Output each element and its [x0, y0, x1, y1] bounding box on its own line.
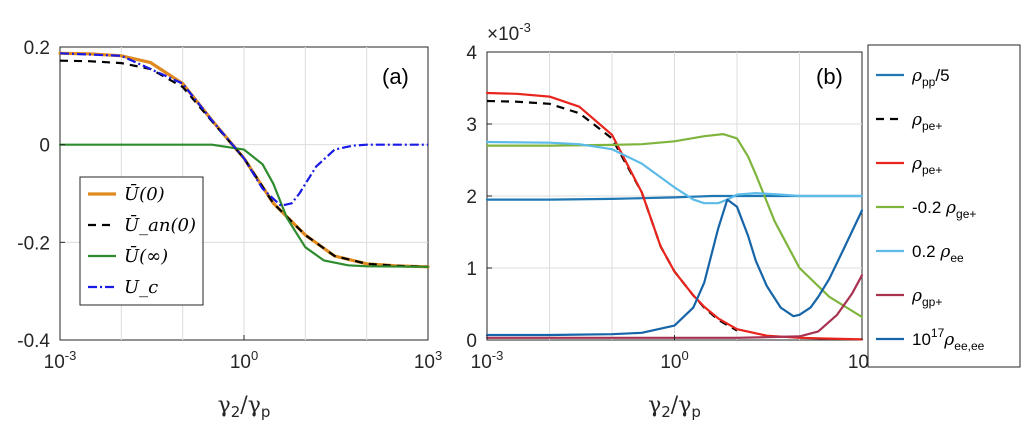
panel-b-y-multiplier: ×10-3 [487, 20, 531, 45]
x-axis-label: γ2/γp [648, 393, 701, 421]
series-line-a-3 [59, 52, 428, 207]
legend-entry-label: ρpe+ [911, 110, 942, 133]
panel-b-xlabel: γ2/γp [648, 393, 701, 421]
panel-a-ticks: 0.2 0 -0.2 -0.410-3 100 103 [17, 38, 442, 373]
panel-a-series [58, 51, 430, 269]
panel-a: 0.2 0 -0.2 -0.410-3 100 103 (a) γ2/γp Ū(0) Ū_a… [17, 38, 442, 421]
panel-a-label: (a) [382, 64, 409, 89]
series-line-b-4 [485, 140, 864, 205]
panel-b-series [485, 91, 864, 341]
y-tick-label: 3 [466, 115, 477, 136]
y-tick-label: -0.4 [17, 331, 50, 352]
legend-entry-label: 1017ρee,ee [912, 326, 985, 353]
legend-entry-label: -0.2 ρge+ [912, 198, 976, 221]
y-tick-label: -0.2 [17, 233, 50, 254]
legend-entry-label: ρpe+ [911, 154, 942, 177]
y-tick-label: 1 [466, 259, 477, 280]
y-tick-label: 4 [466, 43, 477, 64]
legend-entry-label: ρpp/5 [911, 66, 950, 89]
x-tick-label: 10-3 [44, 348, 77, 373]
legend-entry-label: 0.2 ρee [912, 242, 964, 265]
x-tick-label: 10-3 [471, 348, 504, 373]
y-tick-label: 0 [466, 331, 477, 352]
legend-box [79, 176, 204, 306]
panel-b-legend: ρpp/5 ρpe+ ρpe+ -0.2 ρge+ 0.2 ρee ρgp+ 1017ρee… [867, 44, 1021, 368]
series-line-b-0 [485, 194, 864, 201]
panel-a-legend: Ū(0) Ū_an(0) Ū(∞) U_c [79, 176, 204, 306]
y-tick-label: 0.2 [24, 38, 50, 59]
y-tick-label: 2 [466, 187, 477, 208]
legend-entry-label: Ū_an(0) [124, 213, 196, 236]
legend-entry-label: Ū(∞) [124, 244, 168, 267]
panel-a-xlabel: γ2/γp [218, 393, 271, 421]
series-line-a-2 [58, 143, 430, 268]
y-tick-label: 0 [39, 136, 50, 157]
x-axis-label: γ2/γp [218, 393, 271, 421]
legend-entry-label: Ū(0) [124, 182, 165, 205]
legend-entry-label: U_c [124, 277, 158, 298]
x-tick-label: 100 [660, 348, 688, 373]
series-line-b-6 [485, 198, 864, 337]
panel-b-label: (b) [816, 64, 843, 89]
series-line-a-1 [59, 59, 429, 268]
legend-entry-label: ρgp+ [911, 286, 942, 309]
x-tick-label: 103 [414, 348, 442, 373]
x-tick-label: 100 [230, 348, 258, 373]
series-line-b-3 [485, 133, 864, 319]
y-multiplier-label: ×10-3 [487, 20, 531, 45]
series-line-b-5 [485, 274, 864, 339]
